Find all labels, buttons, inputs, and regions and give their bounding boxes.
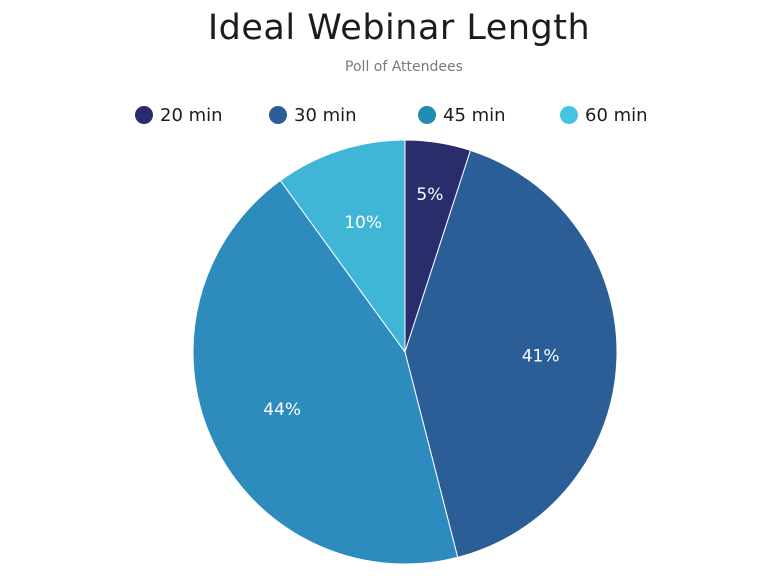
pie-slice-60-min xyxy=(279,139,406,354)
slice-label-30-min: 41% xyxy=(522,346,560,366)
legend-swatch-45-min xyxy=(418,106,436,124)
legend-label-45-min: 45 min xyxy=(443,104,506,126)
legend-label-60-min: 60 min xyxy=(585,104,648,126)
legend-item-30-min: 30 min xyxy=(269,103,357,127)
slice-label-60-min: 10% xyxy=(344,213,382,233)
legend-item-20-min: 20 min xyxy=(135,103,223,127)
legend-label-20-min: 20 min xyxy=(160,104,223,126)
slice-label-45-min: 44% xyxy=(263,400,301,420)
chart-legend: 20 min 30 min 45 min 60 min xyxy=(0,103,768,127)
pie-slice-45-min xyxy=(192,179,459,565)
legend-swatch-30-min xyxy=(269,106,287,124)
pie-slice-30-min xyxy=(404,149,618,558)
slice-label-20-min: 5% xyxy=(416,185,443,205)
legend-item-60-min: 60 min xyxy=(560,103,648,127)
legend-swatch-20-min xyxy=(135,106,153,124)
legend-item-45-min: 45 min xyxy=(418,103,506,127)
chart-title: Ideal Webinar Length xyxy=(207,8,591,48)
chart-subtitle: Poll of Attendees xyxy=(345,59,463,75)
legend-swatch-60-min xyxy=(560,106,578,124)
legend-label-30-min: 30 min xyxy=(294,104,357,126)
